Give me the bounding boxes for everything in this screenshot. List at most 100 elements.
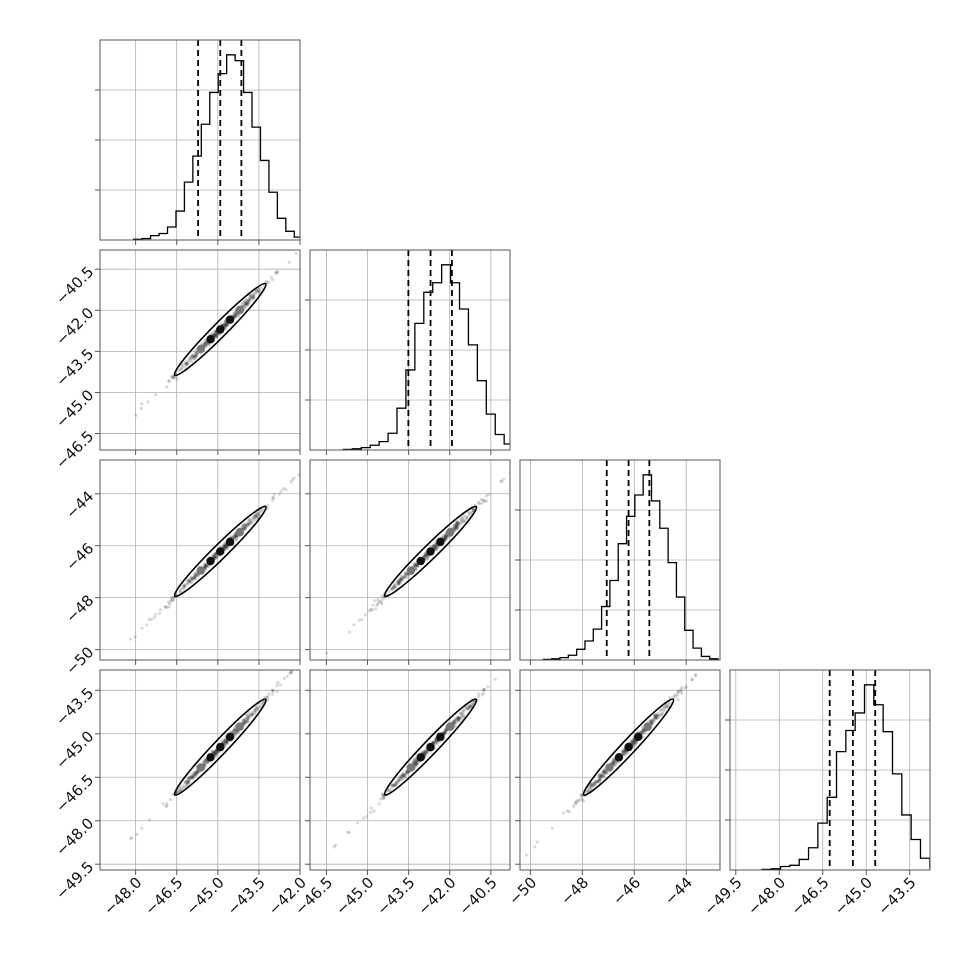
- sample-point: [195, 772, 199, 776]
- density-core: [196, 344, 205, 354]
- density-core: [445, 722, 455, 731]
- sample-point: [210, 750, 214, 754]
- y-tick-label: −48: [62, 591, 97, 626]
- sample-point: [223, 545, 227, 549]
- sample-point: [612, 760, 616, 765]
- sample-point: [561, 811, 565, 815]
- sample-point: [212, 553, 217, 557]
- sample-point: [187, 359, 191, 363]
- density-core: [436, 732, 445, 742]
- sample-point: [467, 705, 471, 709]
- x-tick-label: −50: [505, 874, 540, 909]
- x-tick-label: −46: [609, 874, 644, 909]
- sample-point: [444, 537, 448, 541]
- sample-point: [214, 748, 218, 753]
- sample-point: [253, 513, 258, 518]
- sample-point: [169, 595, 173, 599]
- sample-point: [101, 872, 104, 875]
- sample-point: [455, 523, 459, 528]
- sample-point: [601, 775, 605, 779]
- sample-point: [398, 579, 402, 584]
- sample-point: [205, 760, 210, 765]
- sample-point: [598, 778, 602, 782]
- sample-point: [188, 776, 192, 780]
- sample-point: [179, 366, 184, 370]
- density-contour: [173, 282, 267, 377]
- sample-point: [441, 535, 446, 540]
- sample-point: [632, 739, 637, 744]
- sample-point: [222, 544, 226, 549]
- sample-point: [632, 740, 636, 744]
- sample-point: [665, 705, 669, 709]
- scatter-points: [325, 470, 510, 655]
- sample-point: [214, 335, 219, 339]
- sample-point: [271, 496, 276, 500]
- sample-point: [204, 564, 208, 568]
- sample-point: [214, 554, 218, 559]
- sample-point: [396, 580, 401, 584]
- sample-point: [443, 730, 447, 734]
- sample-point: [390, 587, 394, 592]
- sample-point: [248, 521, 253, 525]
- sample-point: [676, 690, 680, 694]
- x-tick-label: −45.0: [182, 874, 227, 919]
- sample-point: [225, 740, 229, 744]
- sample-point: [244, 301, 248, 305]
- sample-point: [629, 739, 634, 744]
- sample-point: [649, 719, 653, 724]
- sample-point: [414, 758, 418, 762]
- sample-point: [603, 770, 607, 774]
- sample-point: [315, 455, 318, 458]
- sample-point: [524, 853, 528, 857]
- density-contour: [383, 698, 478, 796]
- sample-point: [500, 479, 504, 483]
- sample-point: [225, 739, 229, 744]
- sample-point: [171, 598, 176, 602]
- sample-point: [487, 492, 491, 496]
- sample-point: [631, 738, 635, 742]
- sample-point: [425, 556, 430, 561]
- sample-point: [381, 597, 385, 601]
- sample-point: [452, 719, 456, 723]
- sample-point: [210, 749, 215, 753]
- sample-point: [422, 554, 426, 558]
- sample-point: [588, 784, 592, 788]
- sample-point: [188, 775, 192, 779]
- sample-point: [603, 769, 607, 773]
- sample-point: [246, 718, 250, 722]
- sample-point: [476, 500, 481, 504]
- sample-point: [195, 770, 200, 774]
- sample-point: [265, 507, 270, 511]
- sample-point: [213, 329, 217, 333]
- sample-point: [266, 281, 271, 285]
- sample-point: [223, 546, 227, 550]
- sample-point: [88, 463, 91, 466]
- sample-point: [459, 712, 463, 716]
- sample-point: [183, 781, 188, 785]
- sample-point: [465, 515, 469, 519]
- sample-point: [403, 774, 407, 778]
- sample-point: [253, 711, 257, 716]
- sample-point: [445, 535, 449, 539]
- sample-point: [193, 576, 197, 580]
- sample-point: [391, 585, 395, 589]
- sample-point: [194, 574, 198, 578]
- sample-point: [259, 508, 263, 512]
- sample-point: [435, 546, 440, 550]
- sample-point: [357, 618, 361, 622]
- sample-point: [414, 761, 418, 766]
- sample-point: [432, 543, 437, 547]
- sample-point: [189, 359, 194, 363]
- sample-point: [252, 294, 256, 298]
- sample-point: [477, 502, 481, 506]
- sample-point: [412, 758, 416, 762]
- sample-point: [287, 260, 291, 264]
- sample-point: [595, 780, 599, 784]
- sample-point: [232, 311, 236, 315]
- sample-point: [396, 582, 401, 586]
- sample-point: [270, 688, 275, 692]
- sample-point: [600, 770, 605, 774]
- sample-point: [232, 728, 236, 733]
- sample-point: [203, 564, 207, 568]
- sample-point: [249, 293, 253, 297]
